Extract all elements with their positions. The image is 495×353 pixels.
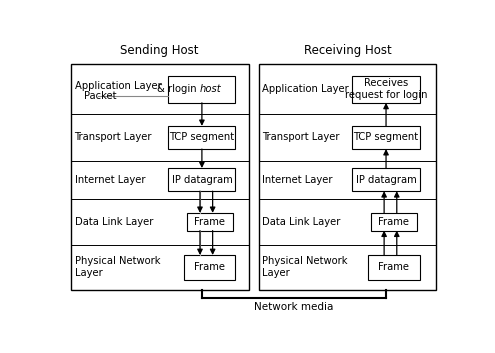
Text: Application Layer: Application Layer — [262, 84, 348, 94]
Bar — [184, 255, 236, 280]
Bar — [71, 64, 248, 290]
Text: Data Link Layer: Data Link Layer — [75, 217, 153, 227]
Bar — [368, 255, 420, 280]
Bar — [168, 126, 236, 149]
Text: host: host — [200, 84, 222, 94]
Text: Frame: Frame — [378, 262, 409, 272]
Text: Receives
request for login: Receives request for login — [345, 78, 427, 100]
Bar — [371, 213, 417, 231]
Text: Physical Network
Layer: Physical Network Layer — [75, 257, 160, 278]
Text: TCP segment: TCP segment — [169, 132, 235, 143]
Text: Internet Layer: Internet Layer — [262, 175, 332, 185]
Bar — [168, 76, 236, 103]
Bar — [352, 126, 420, 149]
Text: Network media: Network media — [254, 302, 334, 312]
Text: Transport Layer: Transport Layer — [75, 132, 152, 143]
Bar — [187, 213, 233, 231]
Text: Internet Layer: Internet Layer — [75, 175, 145, 185]
Text: & rlogin: & rlogin — [157, 84, 200, 94]
Bar — [259, 64, 436, 290]
Bar — [168, 168, 236, 191]
Text: Packet: Packet — [84, 91, 117, 101]
Text: Transport Layer: Transport Layer — [262, 132, 339, 143]
Bar — [352, 168, 420, 191]
Text: IP datagram: IP datagram — [356, 175, 416, 185]
Bar — [352, 76, 420, 103]
Text: Application Layer: Application Layer — [75, 81, 161, 91]
Text: Frame: Frame — [194, 217, 225, 227]
Text: Frame: Frame — [194, 262, 225, 272]
Text: Physical Network
Layer: Physical Network Layer — [262, 257, 347, 278]
Text: TCP segment: TCP segment — [353, 132, 419, 143]
Text: Sending Host: Sending Host — [120, 44, 199, 57]
Text: Frame: Frame — [378, 217, 409, 227]
Text: Receiving Host: Receiving Host — [304, 44, 392, 57]
Text: Data Link Layer: Data Link Layer — [262, 217, 340, 227]
Text: IP datagram: IP datagram — [172, 175, 232, 185]
